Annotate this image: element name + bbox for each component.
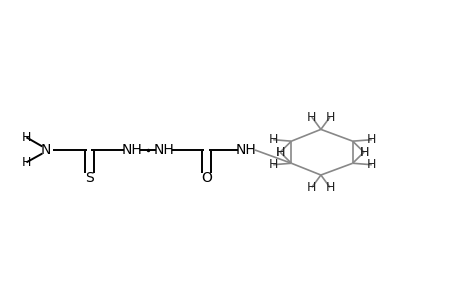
Text: H: H [268, 133, 277, 146]
Text: H: H [268, 158, 277, 171]
Text: H: H [325, 181, 334, 194]
Text: H: H [366, 133, 375, 146]
Text: H: H [358, 146, 368, 159]
Text: H: H [22, 131, 31, 144]
Text: H: H [307, 181, 316, 194]
Text: NH: NH [153, 143, 174, 157]
Text: N: N [41, 143, 51, 157]
Text: H: H [274, 146, 284, 159]
Text: NH: NH [235, 143, 256, 157]
Text: H: H [307, 110, 316, 124]
Text: H: H [358, 146, 368, 159]
Text: H: H [366, 158, 375, 171]
Text: H: H [274, 146, 284, 159]
Text: O: O [201, 171, 211, 185]
Text: H: H [22, 156, 31, 169]
Text: S: S [84, 171, 93, 185]
Text: NH: NH [122, 143, 142, 157]
Text: H: H [325, 110, 334, 124]
